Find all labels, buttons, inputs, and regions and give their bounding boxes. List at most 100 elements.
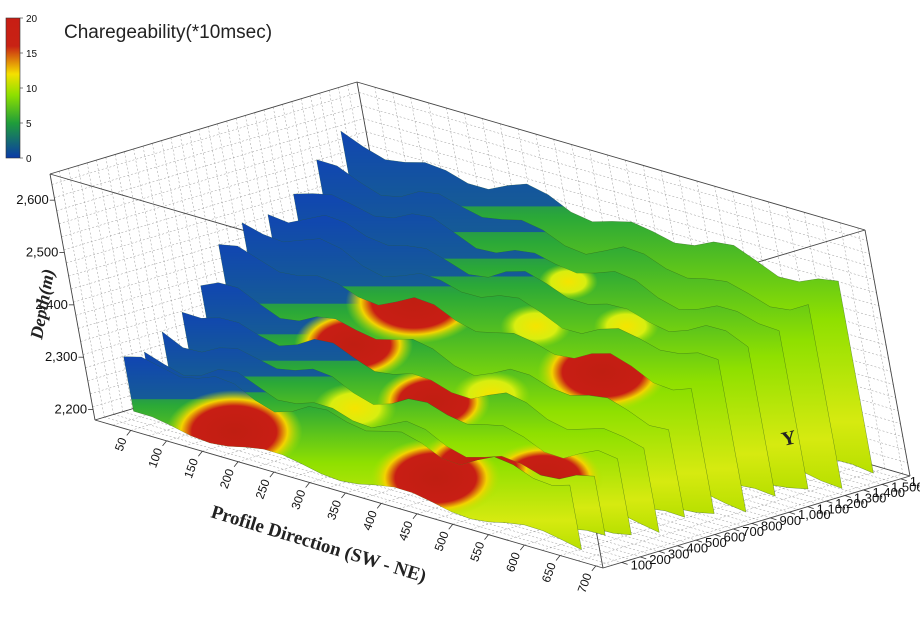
y-tick-mark xyxy=(640,556,647,560)
x-tick-mark xyxy=(341,492,346,499)
x-tick-label: 200 xyxy=(217,467,237,491)
box-edge xyxy=(864,229,911,477)
grid-line xyxy=(358,92,867,241)
box-edge xyxy=(602,475,911,569)
y-tick-label: 400 xyxy=(686,541,708,556)
y-tick-mark xyxy=(621,562,628,565)
x-tick-label: 100 xyxy=(145,446,165,470)
grid-line xyxy=(68,183,376,277)
colorbar-tick-label: 20 xyxy=(26,14,38,25)
y-tick-mark xyxy=(788,511,796,515)
x-tick-mark xyxy=(198,451,203,457)
y-tick-label: 1,200 xyxy=(835,496,868,511)
x-tick-mark xyxy=(412,513,418,520)
z-tick-label: 2,300 xyxy=(45,349,78,364)
x-tick-mark xyxy=(484,534,489,540)
x-tick-mark xyxy=(591,565,597,572)
z-tick-label: 2,600 xyxy=(16,192,49,207)
colorbar-ticks: 0 5 10 15 20 xyxy=(20,14,38,165)
grid-line xyxy=(839,222,886,469)
x-tick-label: 650 xyxy=(539,560,559,584)
x-tick-label: 50 xyxy=(112,435,130,453)
y-tick-mark xyxy=(733,528,740,532)
x-tick-mark xyxy=(233,461,239,467)
x-tick-label: 350 xyxy=(324,498,344,522)
x-tick-mark xyxy=(376,503,382,509)
box-edge xyxy=(49,81,358,175)
y-tick-label: 1,500 xyxy=(891,479,920,494)
grid-line xyxy=(595,473,903,567)
grid-line xyxy=(366,131,875,280)
y-tick-label: 1,300 xyxy=(854,491,887,506)
box-edge xyxy=(49,173,96,421)
grid-line xyxy=(51,92,359,185)
y-tick-label: 1,400 xyxy=(872,485,905,500)
grid-line xyxy=(66,170,374,264)
y-tick-mark xyxy=(863,489,870,493)
grid-line xyxy=(113,414,622,563)
y-tick-label: 900 xyxy=(779,513,801,528)
grid-line xyxy=(63,157,371,251)
box-edge xyxy=(94,419,604,569)
y-tick-mark xyxy=(714,534,721,537)
colorbar-tick-label: 5 xyxy=(26,119,32,130)
x-tick-mark xyxy=(269,471,275,478)
x-tick-mark xyxy=(162,440,167,447)
y-tick-mark xyxy=(807,506,814,510)
chart-title: Charegeability(*10msec) xyxy=(64,22,273,43)
y-tick-label: 200 xyxy=(649,552,671,567)
y-tick-mark xyxy=(770,517,777,521)
y-tick-label: 300 xyxy=(668,546,690,561)
y-tick-label: 100 xyxy=(631,557,653,572)
x-tick-label: 700 xyxy=(575,571,595,595)
sections-layer xyxy=(123,130,874,550)
x-tick-mark xyxy=(448,523,454,530)
x-tick-label: 450 xyxy=(396,519,416,543)
colorbar: 0 5 10 15 20 xyxy=(5,14,38,165)
colorbar-tick-label: 0 xyxy=(26,154,32,165)
y-tick-label: 1,000 xyxy=(798,507,831,522)
y-tick-label: 700 xyxy=(742,524,764,539)
grid-line xyxy=(577,468,886,561)
z-tick-label: 2,200 xyxy=(55,402,88,417)
box-edge xyxy=(356,81,866,231)
y-tick-label: 1,600 xyxy=(910,474,920,489)
y-tick-label: 1,100 xyxy=(817,502,850,517)
grid-line xyxy=(86,162,133,409)
y-tick-mark xyxy=(658,550,665,554)
x-axis-label: Profile Direction (SW - NE) xyxy=(209,502,429,588)
grid-line xyxy=(857,227,904,474)
x-tick-mark xyxy=(555,555,561,561)
z-tick-label: 2,400 xyxy=(35,297,68,312)
z-tick-label: 2,500 xyxy=(26,245,59,260)
y-tick-label: 600 xyxy=(724,530,746,545)
x-tick-label: 300 xyxy=(288,487,308,511)
colorbar-tick-label: 15 xyxy=(26,49,38,60)
y-tick-mark xyxy=(900,478,907,482)
grid-line xyxy=(59,171,105,418)
x-tick-label: 500 xyxy=(432,529,452,553)
y-tick-mark xyxy=(695,539,703,543)
x-tick-label: 600 xyxy=(503,550,523,574)
x-tick-mark xyxy=(305,482,310,488)
grid-line xyxy=(59,131,367,224)
grid-line xyxy=(54,105,362,198)
x-tick-label: 400 xyxy=(360,508,380,532)
x-tick-label: 150 xyxy=(181,456,201,480)
ticks-layer: 50 100 150 200 250 300 350 400 450 500 550 600 650 70… xyxy=(16,192,920,595)
y-axis-label: Y xyxy=(779,426,798,451)
x-tick-label: 250 xyxy=(253,477,273,501)
grid-line xyxy=(56,118,364,211)
colorbar-swatch xyxy=(5,17,21,159)
grid-line xyxy=(368,144,877,294)
x-tick-label: 550 xyxy=(467,540,487,564)
x-tick-mark xyxy=(519,544,525,551)
y-tick-mark xyxy=(677,545,684,549)
grid-line xyxy=(361,105,870,254)
y-tick-mark xyxy=(881,483,889,487)
grid-line xyxy=(68,168,114,415)
y-tick-mark xyxy=(826,500,833,504)
colorbar-tick-label: 10 xyxy=(26,84,38,95)
y-tick-label: 500 xyxy=(705,535,727,550)
